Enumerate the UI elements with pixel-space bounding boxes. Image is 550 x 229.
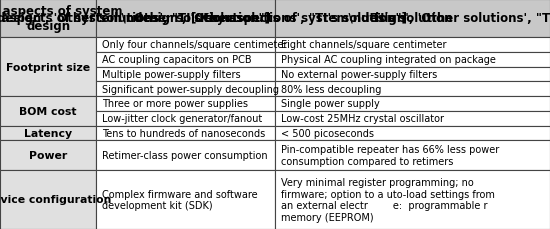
Text: Complex firmware and software
development kit (SDK): Complex firmware and software developmen… bbox=[102, 189, 258, 210]
Bar bbox=[275, 0, 550, 38]
Text: Multiple power-supply filters: Multiple power-supply filters bbox=[102, 70, 241, 79]
Bar bbox=[0, 170, 96, 229]
Text: Device configuration: Device configuration bbox=[0, 195, 112, 204]
Bar bbox=[0, 141, 96, 170]
Bar bbox=[275, 111, 550, 126]
Bar bbox=[0, 38, 96, 97]
Text: 80% less decoupling: 80% less decoupling bbox=[281, 84, 381, 94]
Bar bbox=[96, 82, 275, 97]
Text: Single power supply: Single power supply bbox=[281, 99, 380, 109]
Bar bbox=[96, 0, 275, 38]
Text: Latency: Latency bbox=[24, 128, 72, 138]
Bar bbox=[275, 141, 550, 170]
Text: Physical AC coupling integrated on package: Physical AC coupling integrated on packa… bbox=[281, 55, 496, 65]
Text: Low-cost 25MHz crystal oscillator: Low-cost 25MHz crystal oscillator bbox=[281, 114, 444, 124]
Text: ['Key aspects of system\ndesign', 'Other solutions', "TI's solution"]: ['Key aspects of system\ndesign', 'Other… bbox=[0, 12, 407, 25]
Bar bbox=[0, 0, 96, 38]
Text: Three or more power supplies: Three or more power supplies bbox=[102, 99, 248, 109]
Bar bbox=[96, 170, 275, 229]
Text: Pin-compatible repeater has 66% less power
consumption compared to retimers: Pin-compatible repeater has 66% less pow… bbox=[281, 145, 499, 166]
Bar bbox=[0, 0, 96, 38]
Bar bbox=[96, 126, 275, 141]
Bar bbox=[275, 126, 550, 141]
Text: No external power-supply filters: No external power-supply filters bbox=[281, 70, 437, 79]
Text: TI's solution: TI's solution bbox=[372, 12, 453, 25]
Text: Retimer-class power consumption: Retimer-class power consumption bbox=[102, 150, 268, 161]
Bar bbox=[275, 97, 550, 111]
Bar bbox=[96, 67, 275, 82]
Text: Tens to hundreds of nanoseconds: Tens to hundreds of nanoseconds bbox=[102, 128, 266, 138]
Text: AC coupling capacitors on PCB: AC coupling capacitors on PCB bbox=[102, 55, 252, 65]
Text: Footprint size: Footprint size bbox=[6, 62, 90, 72]
Bar bbox=[96, 141, 275, 170]
Text: Only four channels/square centimeter: Only four channels/square centimeter bbox=[102, 40, 288, 50]
Bar bbox=[0, 97, 96, 126]
Text: Very minimal register programming; no
firmware; option to a uto-load settings fr: Very minimal register programming; no fi… bbox=[281, 177, 495, 222]
Bar bbox=[275, 52, 550, 67]
Bar bbox=[96, 97, 275, 111]
Bar bbox=[275, 38, 550, 52]
Bar bbox=[275, 82, 550, 97]
Bar bbox=[96, 0, 275, 38]
Bar bbox=[96, 38, 275, 52]
Text: BOM cost: BOM cost bbox=[19, 106, 77, 116]
Bar bbox=[0, 126, 96, 141]
Bar bbox=[96, 52, 275, 67]
Text: ['Key aspects of system\ndesign', 'Other solutions', "TI's solution"]: ['Key aspects of system\ndesign', 'Other… bbox=[0, 12, 270, 25]
Text: Other solutions: Other solutions bbox=[135, 12, 236, 25]
Bar bbox=[275, 0, 550, 38]
Text: Key aspects of system
design: Key aspects of system design bbox=[0, 5, 122, 33]
Bar bbox=[275, 170, 550, 229]
Text: Significant power-supply decoupling: Significant power-supply decoupling bbox=[102, 84, 279, 94]
Bar bbox=[96, 111, 275, 126]
Bar bbox=[275, 67, 550, 82]
Text: ['Key aspects of system\ndesign', 'Other solutions', "TI's solution"]: ['Key aspects of system\ndesign', 'Other… bbox=[191, 12, 550, 25]
Text: Eight channels/square centimeter: Eight channels/square centimeter bbox=[281, 40, 447, 50]
Text: < 500 picoseconds: < 500 picoseconds bbox=[281, 128, 374, 138]
Text: Power: Power bbox=[29, 150, 67, 161]
Text: Low-jitter clock generator/fanout: Low-jitter clock generator/fanout bbox=[102, 114, 262, 124]
